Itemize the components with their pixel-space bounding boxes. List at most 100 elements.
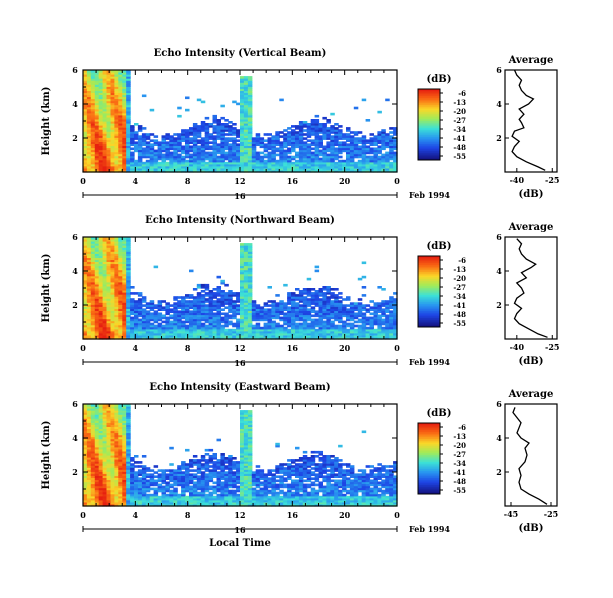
heatmap-cell [126,440,131,444]
heatmap-cell [389,141,394,144]
heatmap-cell [110,239,115,242]
heatmap-cell [94,137,100,140]
heatmap-cell [169,337,174,340]
heatmap-cell [224,312,229,316]
heatmap-cell [169,135,174,138]
colorbar-swatch [418,151,440,154]
heatmap-cell [110,337,115,340]
heatmap-cell [102,165,108,169]
heatmap-cell [153,337,159,340]
heatmap-cell [216,135,221,138]
heatmap-cell [114,251,119,254]
heatmap-cell [298,141,304,144]
heatmap-cell [102,290,108,293]
heatmap-cell [90,491,96,495]
heatmap-cell [310,288,316,291]
heatmap-cell [314,298,320,301]
heatmap-cell [298,318,304,322]
heatmap-cell [255,165,261,169]
heatmap-cell [318,302,323,305]
heatmap-cell [365,155,371,159]
heatmap-cell [102,155,108,159]
heatmap-cell [212,304,217,307]
heatmap-cell [86,110,92,114]
heatmap-cell [240,153,245,157]
heatmap-cell [98,471,104,474]
heatmap-cell [271,157,276,161]
heatmap-cell [126,80,131,83]
heatmap-cell [240,141,245,144]
heatmap-cell [118,112,123,116]
heatmap-cell [326,314,331,318]
heatmap-cell [263,159,269,163]
heatmap-cell [83,245,88,248]
heatmap-cell [236,324,241,328]
heatmap-cell [86,308,92,311]
heatmap-cell [353,314,359,318]
heatmap-cell [349,337,355,340]
heatmap-cell [118,281,123,285]
heatmap-cell [86,86,92,89]
heatmap-cell [322,133,327,136]
heatmap-cell [342,163,347,167]
heatmap-cell [192,135,198,138]
heatmap-cell [122,249,127,252]
heatmap-cell [118,84,123,87]
x-tick-label: 0 [80,343,86,353]
heatmap-cell [216,275,221,279]
heatmap-cell [381,141,386,144]
heatmap-cell [106,145,111,149]
heatmap-cell [83,247,88,250]
heatmap-cell [263,143,269,146]
heatmap-cell [326,320,331,324]
heatmap-cell [247,243,253,246]
heatmap-cell [322,135,327,138]
heatmap-cell [98,504,104,507]
heatmap-cell [236,149,241,153]
heatmap-cell [295,145,300,149]
heatmap-cell [271,149,276,153]
heatmap-cell [389,322,394,326]
heatmap-cell [334,141,339,144]
heatmap-cell [86,448,92,452]
heatmap-cell [247,143,253,146]
heatmap-cell [275,167,280,171]
heatmap-cell [310,141,316,144]
heatmap-cell [118,422,123,425]
heatmap-cell [240,149,245,153]
heatmap-cell [192,157,198,161]
heatmap-cell [114,155,119,159]
heatmap-cell [393,328,398,332]
heatmap-cell [145,312,151,316]
heatmap-cell [126,265,131,269]
heatmap-cell [247,112,253,116]
heatmap-cell [291,326,296,330]
heatmap-cell [118,159,123,163]
heatmap-cell [145,147,151,151]
heatmap-cell [393,334,398,338]
heatmap-cell [334,314,339,318]
colorbar-swatch [418,323,440,326]
heatmap-cell [169,308,174,311]
heatmap-cell [185,296,190,299]
heatmap-cell [283,129,288,132]
heatmap-cell [200,286,206,289]
heatmap-cell [224,161,229,165]
heatmap-cell [137,487,143,491]
heatmap-cell [110,294,115,297]
heatmap-cell [314,294,320,297]
heatmap-cell [236,167,241,171]
heatmap-cell [126,125,131,128]
heatmap-cell [141,481,147,485]
heatmap-cell [247,133,253,136]
heatmap-cell [240,326,245,330]
heatmap-cell [342,298,347,301]
heatmap-cell [208,302,214,305]
heatmap-cell [137,504,143,507]
heatmap-cell [361,294,367,297]
heatmap-cell [240,137,245,140]
heatmap-cell [291,308,296,311]
heatmap-cell [267,337,272,340]
heatmap-cell [145,135,151,138]
heatmap-cell [118,312,123,316]
